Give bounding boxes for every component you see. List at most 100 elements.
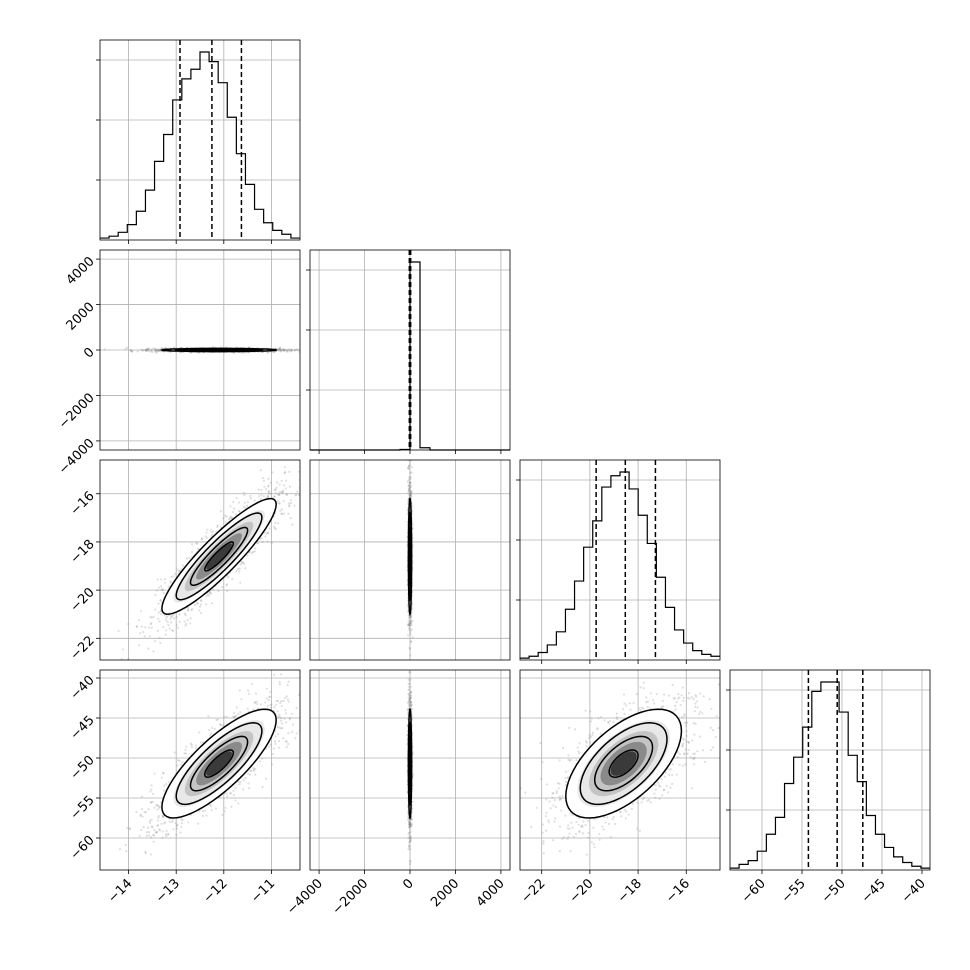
scatter-point (275, 486, 278, 489)
scatter-point (140, 348, 143, 351)
scatter-point (171, 629, 174, 632)
scatter-point (147, 826, 150, 829)
scatter-point (135, 625, 138, 628)
scatter-point (285, 695, 288, 698)
scatter-point (172, 828, 175, 831)
scatter-point (156, 824, 160, 827)
scatter-point (165, 629, 168, 632)
scatter-point (410, 621, 413, 624)
scatter-point (224, 806, 227, 809)
scatter-point (144, 348, 148, 352)
scatter-point (153, 772, 156, 775)
scatter-point (159, 599, 162, 602)
histogram-steps (100, 51, 300, 239)
scatter-point (131, 350, 134, 353)
scatter-point (282, 347, 285, 351)
scatter-point (158, 806, 161, 809)
scatter-point (244, 506, 247, 509)
scatter-point (237, 567, 240, 570)
scatter-point (273, 495, 277, 498)
scatter-point (409, 485, 412, 489)
scatter-point (409, 622, 412, 625)
scatter-point (288, 504, 291, 507)
scatter-point (284, 479, 288, 482)
scatter-point (145, 831, 149, 834)
scatter-point (409, 476, 412, 479)
scatter-point (159, 585, 163, 588)
scatter-point (191, 543, 194, 546)
scatter-point (301, 348, 303, 350)
scatter-point (276, 710, 279, 713)
scatter-point (174, 572, 177, 575)
scatter-point (269, 690, 272, 694)
scatter-point (198, 609, 201, 612)
scatter-point (199, 611, 203, 615)
scatter-point (280, 508, 284, 511)
scatter-point (140, 807, 144, 811)
scatter-point (408, 494, 411, 498)
scatter-point (198, 731, 201, 734)
scatter-point (164, 633, 167, 636)
scatter-point (250, 769, 253, 773)
scatter-point (140, 625, 143, 628)
scatter-point (244, 567, 247, 570)
scatter-point (285, 493, 288, 496)
scatter-point (169, 617, 172, 620)
scatter-point (150, 818, 153, 821)
scatter-point (408, 486, 411, 489)
scatter-point (272, 525, 276, 528)
scatter-point (179, 763, 183, 766)
scatter-point (156, 348, 159, 352)
axes-frame (729, 669, 931, 871)
scatter-point (175, 824, 179, 827)
histogram-steps (730, 681, 930, 869)
scatter-point (408, 623, 411, 627)
scatter-point (262, 495, 266, 498)
scatter-point (408, 646, 411, 650)
scatter-point (409, 489, 412, 492)
scatter-point (235, 706, 238, 709)
scatter-point (408, 489, 411, 493)
scatter-point (127, 622, 130, 626)
scatter-point (237, 780, 240, 783)
scatter-point (255, 700, 258, 703)
scatter-point (262, 479, 266, 482)
scatter-point (153, 829, 156, 832)
scatter-point (252, 550, 255, 553)
scatter-point (305, 481, 307, 483)
scatter-point (232, 794, 236, 797)
scatter-point (294, 494, 297, 497)
scatter-point (407, 614, 410, 617)
scatter-point (323, 349, 325, 351)
scatter-point (166, 615, 169, 618)
scatter-point (255, 703, 259, 706)
scatter-point (157, 611, 160, 614)
scatter-point (259, 469, 262, 472)
scatter-point (169, 580, 172, 583)
scatter-point (267, 490, 270, 493)
scatter-point (210, 732, 213, 735)
scatter-point (311, 349, 313, 351)
scatter-point (212, 345, 215, 349)
scatter-point (129, 349, 133, 353)
scatter-point (279, 347, 282, 351)
scatter-point (291, 730, 294, 733)
scatter-point (156, 589, 159, 592)
scatter-point (279, 347, 282, 350)
scatter-point (221, 585, 224, 589)
scatter-point (260, 488, 263, 492)
scatter-point (227, 576, 230, 579)
scatter-point (175, 623, 178, 627)
scatter-point (276, 699, 279, 703)
scatter-point (281, 491, 284, 494)
contour-line (189, 526, 249, 587)
scatter-point (152, 834, 156, 837)
scatter-point (278, 483, 281, 486)
scatter-point (161, 815, 165, 818)
scatter-point (237, 802, 240, 805)
scatter-point (408, 626, 411, 630)
scatter-point (274, 491, 278, 495)
scatter-point (406, 480, 409, 483)
scatter-point (409, 633, 412, 636)
